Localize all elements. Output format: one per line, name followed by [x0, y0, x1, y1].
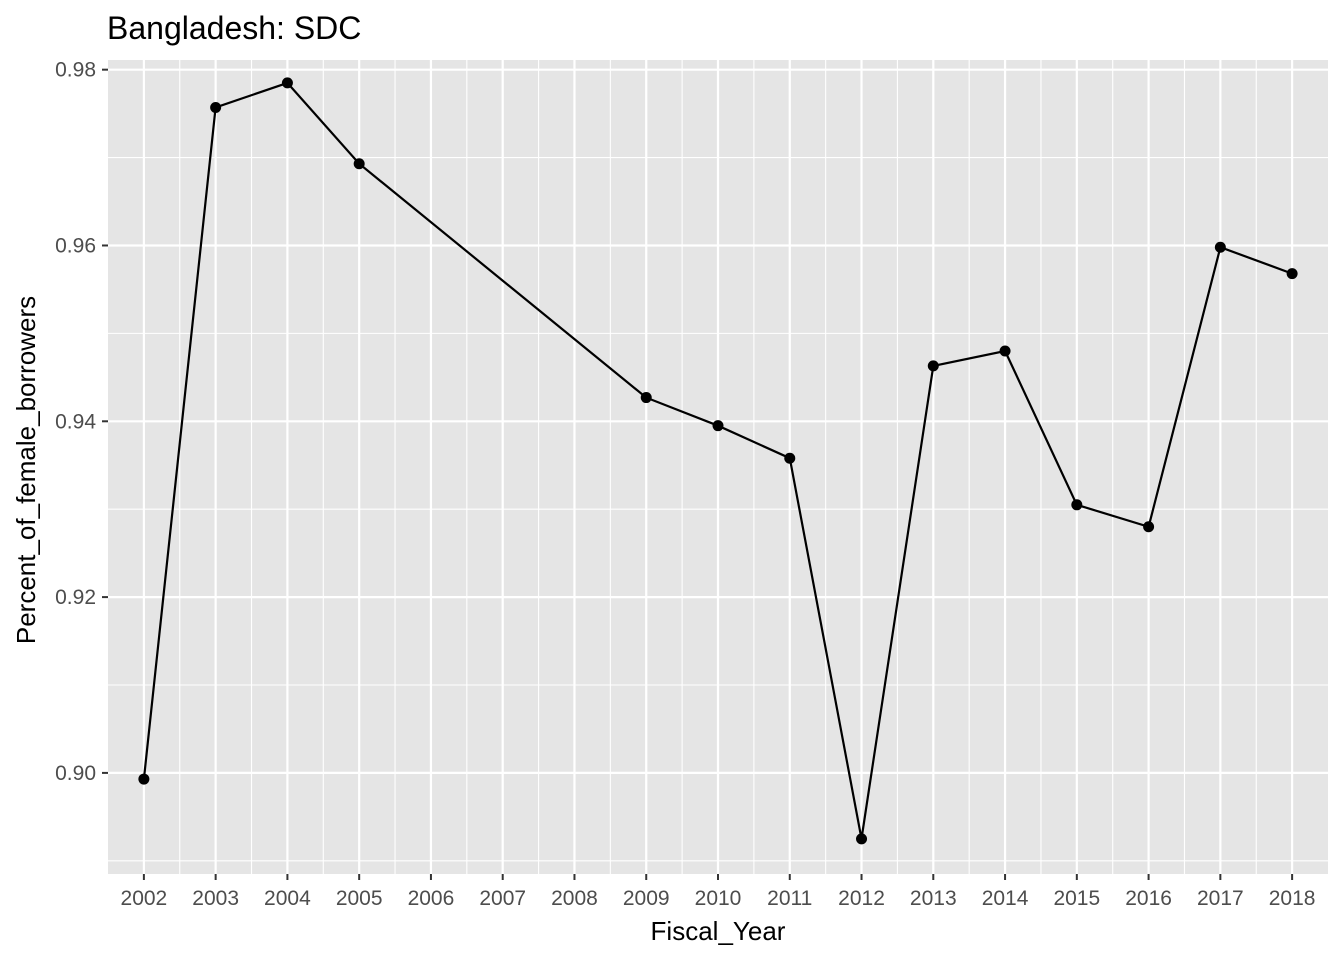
- x-tick-label: 2012: [838, 887, 885, 910]
- x-tick-label: 2007: [479, 887, 526, 910]
- data-point: [1143, 521, 1155, 533]
- y-tick-label: 0.96: [55, 234, 96, 257]
- y-tick-label: 0.92: [55, 586, 96, 609]
- y-tick-label: 0.98: [55, 59, 96, 82]
- data-point: [353, 158, 365, 170]
- data-point: [138, 773, 150, 785]
- data-point: [784, 452, 796, 464]
- chart-title: Bangladesh: SDC: [107, 10, 361, 46]
- y-axis-label: Percent_of_female_borrowers: [11, 296, 41, 644]
- x-axis: 2002 2003 2004 2005 2006 2007 2008 2009 2010 2011…: [121, 874, 1316, 910]
- data-point: [1286, 268, 1298, 280]
- x-tick-label: 2018: [1269, 887, 1316, 910]
- x-tick-label: 2009: [623, 887, 670, 910]
- x-tick-label: 2016: [1125, 887, 1172, 910]
- x-tick-label: 2004: [264, 887, 311, 910]
- data-point: [999, 345, 1011, 357]
- data-point: [1071, 499, 1083, 511]
- y-tick-label: 0.90: [55, 762, 96, 785]
- data-point: [927, 360, 939, 372]
- y-axis: 0.90 0.92 0.94 0.96 0.98: [55, 59, 108, 785]
- x-tick-label: 2008: [551, 887, 598, 910]
- x-tick-label: 2015: [1053, 887, 1100, 910]
- grid-lines: [108, 60, 1328, 874]
- data-point: [210, 101, 222, 113]
- data-point: [856, 833, 868, 845]
- data-point: [712, 420, 724, 432]
- x-tick-label: 2002: [121, 887, 168, 910]
- data-point: [281, 77, 293, 89]
- x-tick-label: 2010: [695, 887, 742, 910]
- x-tick-label: 2005: [336, 887, 383, 910]
- x-tick-label: 2017: [1197, 887, 1244, 910]
- series-line: [142, 81, 1293, 840]
- x-tick-label: 2014: [982, 887, 1029, 910]
- x-tick-label: 2011: [767, 887, 812, 910]
- data-point: [1214, 241, 1226, 253]
- data-points: [138, 77, 1298, 845]
- x-tick-label: 2003: [192, 887, 239, 910]
- x-tick-label: 2013: [910, 887, 957, 910]
- x-axis-label: Fiscal_Year: [651, 916, 786, 946]
- y-tick-label: 0.94: [55, 410, 96, 433]
- x-tick-label: 2006: [408, 887, 455, 910]
- data-point: [640, 392, 652, 404]
